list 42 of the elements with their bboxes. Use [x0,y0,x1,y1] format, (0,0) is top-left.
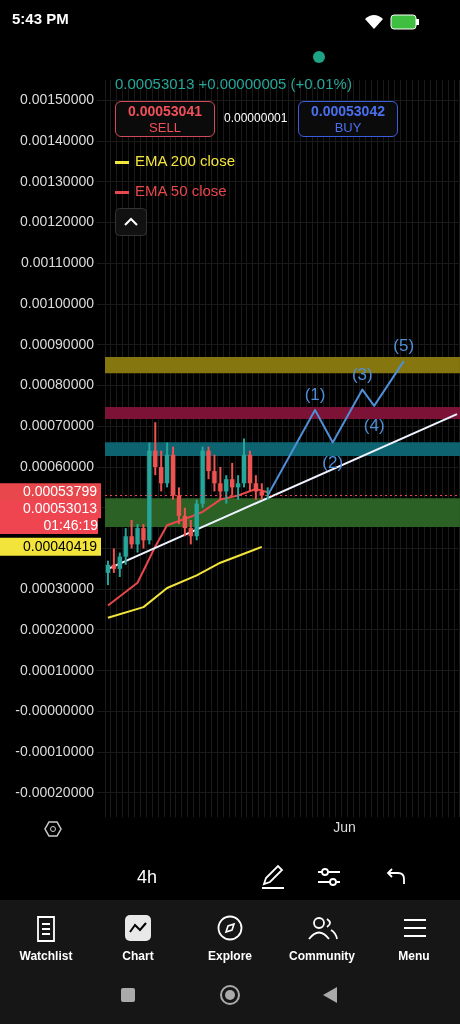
text: Menu [397,949,431,963]
annotation: (2) [322,452,344,472]
text: Chart [121,949,155,963]
legend-label: EMA 200 close [135,152,236,169]
y-tick-label: -0.00000000 [15,702,95,719]
y-tick-label: -0.00020000 [15,783,95,800]
y-tick-label: -0.00010000 [15,743,95,760]
y-tick-label: 0.00030000 [20,580,95,597]
annotation: BUY [333,120,363,135]
text: 01:46:19 [0,517,98,535]
y-tick-label: 0.00070000 [20,417,95,434]
y-tick-label: 0.00020000 [20,620,95,637]
text: 5:43 PM [12,10,69,27]
candlestick [266,486,269,501]
y-tick-label: 0.00140000 [20,131,95,148]
text: Community [288,949,356,963]
annotation: 0.00000001 [224,111,288,125]
y-tick-label: 0.00130000 [20,172,95,189]
ref-line-label: 0.00053013 [23,500,98,517]
y-tick-label: 0.00060000 [20,457,95,474]
annotation: 0.00053041 [127,103,203,119]
annotation: 0.00053042 [310,103,386,119]
y-tick-label: 0.00150000 [20,91,95,108]
annotation: (4) [363,416,385,436]
annotation: (1) [304,385,326,405]
annotation: (3) [351,364,373,384]
y-tick-label: 0.00120000 [20,213,95,230]
text: 0.00040419 [23,537,98,554]
y-tick-label: 0.00110000 [21,254,95,271]
annotation: SELL [148,120,182,135]
y-tick-label: 0.00090000 [20,335,95,352]
legend-label: EMA 50 close [135,182,227,199]
annotation: 0.00053013 +0.00000005 (+0.01%) [115,75,352,92]
x-tick-label: Jun [333,819,356,836]
text: Explore [207,949,253,963]
y-tick-label: 0.00080000 [20,376,95,393]
y-tick-label: 0.00100000 [20,294,95,311]
text: Watchlist [18,949,74,963]
annotation: (5) [393,336,415,356]
y-tick-label: 0.00010000 [20,661,95,678]
text: 4h [137,867,158,888]
text: 0.00053799 [23,483,98,500]
